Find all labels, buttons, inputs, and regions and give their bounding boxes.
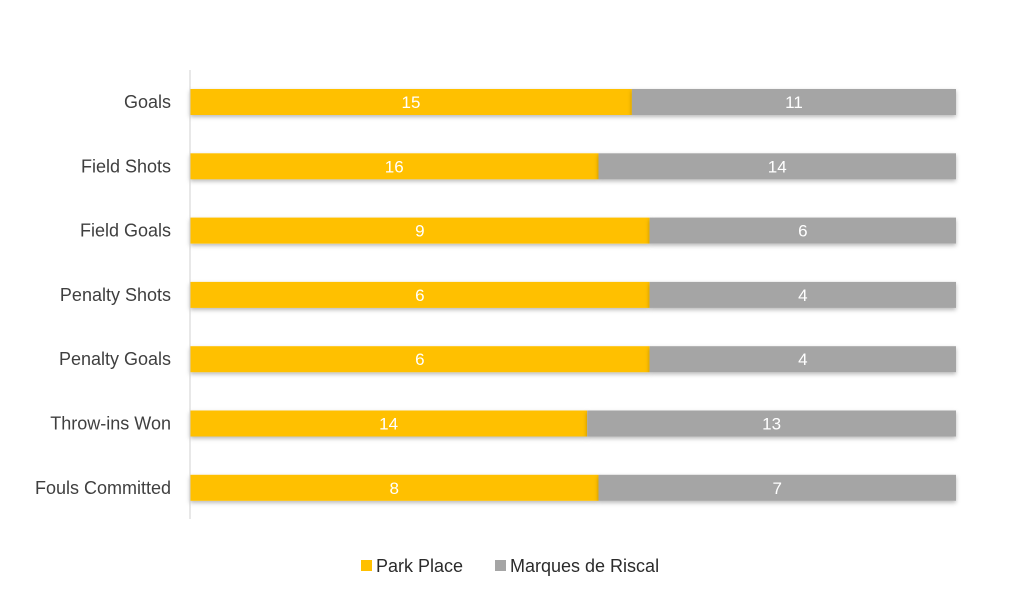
bar-park-place-field-goals: [190, 217, 650, 244]
bar-park-place-throw-ins-won: [190, 410, 588, 437]
legend-label-marques-de-riscal: Marques de Riscal: [510, 556, 659, 576]
category-label-throw-ins-won: Throw-ins Won: [50, 414, 171, 434]
category-label-fouls-committed: Fouls Committed: [35, 478, 171, 498]
bar-marques-de-riscal-penalty-goals: [649, 346, 956, 373]
data-label-marques-de-riscal-goals: 11: [785, 93, 803, 112]
bar-park-place-penalty-shots: [190, 281, 650, 308]
bar-marques-de-riscal-goals: [631, 89, 956, 115]
category-label-penalty-shots: Penalty Shots: [60, 285, 171, 305]
category-label-goals: Goals: [124, 92, 171, 112]
data-label-park-place-field-goals: 9: [415, 222, 424, 241]
legend-swatch-park-place: [361, 560, 372, 571]
data-label-marques-de-riscal-throw-ins-won: 13: [762, 415, 781, 434]
data-label-park-place-penalty-goals: 6: [415, 350, 424, 369]
bar-marques-de-riscal-penalty-shots: [649, 281, 956, 308]
data-label-park-place-penalty-shots: 6: [415, 286, 424, 305]
bar-park-place-field-shots: [190, 153, 599, 180]
legend-swatch-marques-de-riscal: [495, 560, 506, 571]
legend: Park Place Marques de Riscal: [361, 556, 659, 576]
category-label-penalty-goals: Penalty Goals: [59, 349, 171, 369]
data-label-park-place-goals: 15: [402, 93, 421, 112]
bar-park-place-penalty-goals: [190, 346, 650, 373]
data-label-marques-de-riscal-field-shots: 14: [768, 157, 787, 176]
bar-marques-de-riscal-field-goals: [649, 217, 956, 244]
data-label-park-place-fouls-committed: 8: [390, 479, 399, 498]
bar-park-place-fouls-committed: [190, 474, 599, 501]
bar-marques-de-riscal-fouls-committed: [598, 474, 956, 501]
bar-marques-de-riscal-field-shots: [598, 153, 956, 180]
category-label-field-goals: Field Goals: [80, 221, 171, 241]
bar-park-place-goals: [190, 89, 632, 115]
category-labels: Goals 15 11 Field Shots 16 14 Field Goals 9 6 Pen…: [35, 92, 808, 498]
category-label-field-shots: Field Shots: [81, 156, 171, 176]
data-label-park-place-throw-ins-won: 14: [379, 415, 398, 434]
data-label-marques-de-riscal-penalty-shots: 4: [798, 286, 807, 305]
data-label-park-place-field-shots: 16: [385, 157, 404, 176]
plot-area: [190, 89, 956, 501]
bar-marques-de-riscal-throw-ins-won: [587, 410, 956, 437]
data-label-marques-de-riscal-fouls-committed: 7: [773, 479, 782, 498]
data-label-marques-de-riscal-field-goals: 6: [798, 222, 807, 241]
data-label-marques-de-riscal-penalty-goals: 4: [798, 350, 807, 369]
legend-label-park-place: Park Place: [376, 556, 463, 576]
